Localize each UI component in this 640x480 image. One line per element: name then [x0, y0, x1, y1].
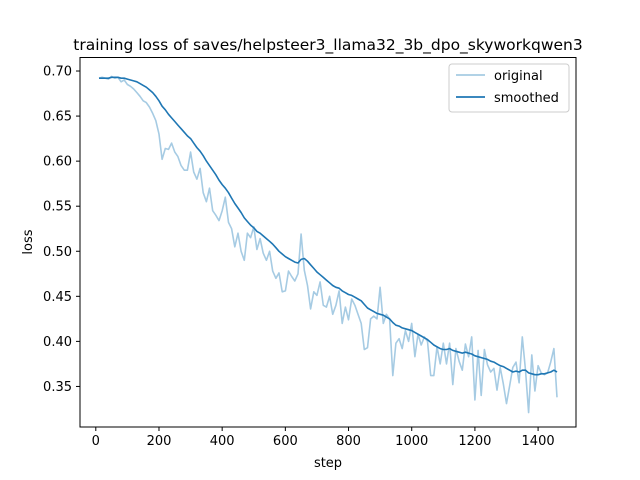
x-axis-label: step: [314, 456, 342, 471]
y-tick-label: 0.60: [43, 155, 72, 170]
x-tick-label: 1200: [458, 434, 491, 449]
y-tick-label: 0.65: [43, 110, 72, 125]
legend-label-original: original: [494, 69, 543, 84]
x-tick-label: 1000: [395, 434, 428, 449]
x-axis: 0 200 400 600 800 1000 1200 1400: [92, 427, 555, 449]
y-tick-label: 0.55: [43, 200, 72, 215]
y-tick-label: 0.40: [43, 335, 72, 350]
x-tick-label: 1400: [522, 434, 555, 449]
x-tick-label: 800: [336, 434, 361, 449]
legend-box: [448, 63, 570, 113]
y-axis: 0.35 0.40 0.45 0.50 0.55 0.60 0.65 0.70: [43, 65, 80, 395]
y-tick-label: 0.70: [43, 65, 72, 80]
x-tick-label: 600: [273, 434, 298, 449]
y-tick-label: 0.50: [43, 245, 72, 260]
x-tick-label: 0: [92, 434, 100, 449]
chart-title: training loss of saves/helpsteer3_llama3…: [73, 36, 582, 55]
legend-label-smoothed: smoothed: [494, 91, 559, 106]
series-line-original: [98, 75, 558, 414]
plot-frame: [79, 57, 577, 428]
x-tick-label: 400: [210, 434, 235, 449]
plot-area: [98, 75, 558, 414]
y-tick-label: 0.35: [43, 380, 72, 395]
legend: original smoothed: [448, 63, 570, 113]
y-tick-label: 0.45: [43, 290, 72, 305]
x-tick-label: 200: [147, 434, 172, 449]
y-axis-label: loss: [21, 229, 36, 254]
series-line-smoothed: [99, 76, 558, 376]
